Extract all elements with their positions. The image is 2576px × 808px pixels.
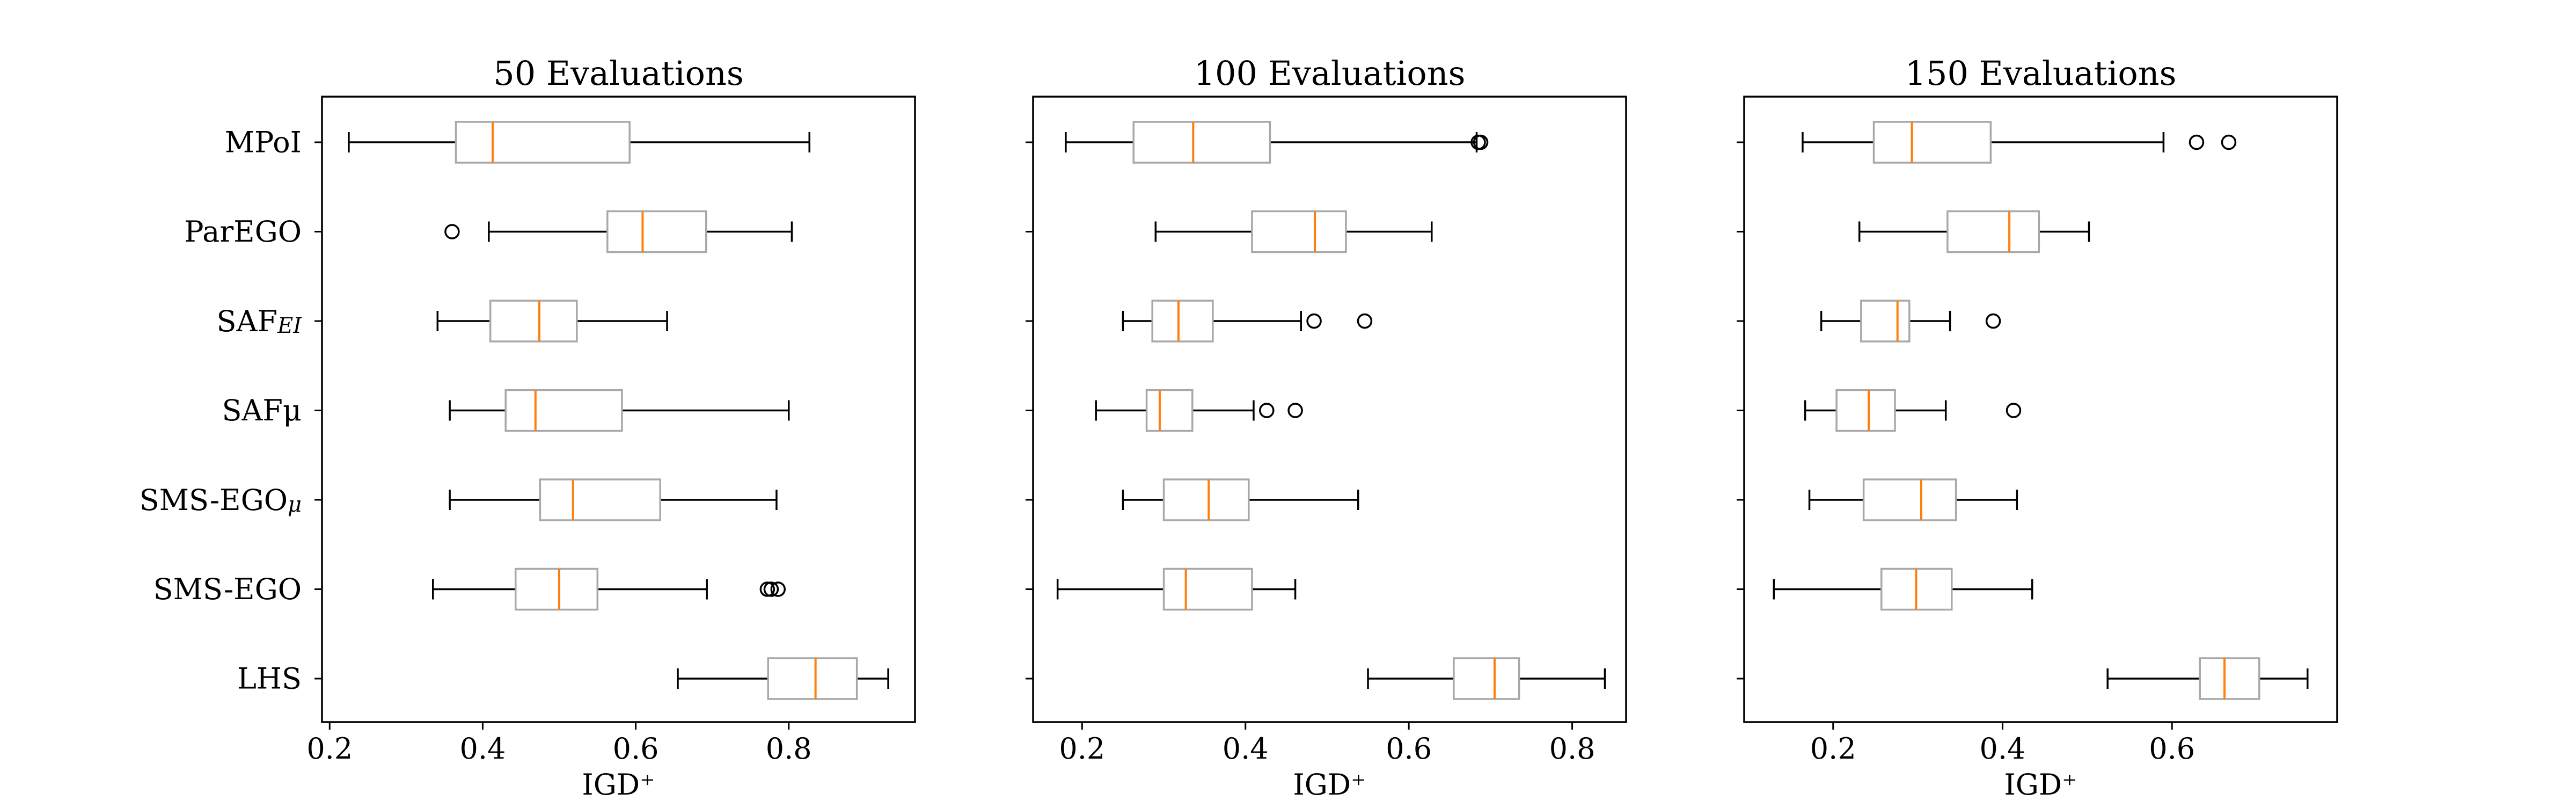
box — [1872, 121, 1992, 164]
x-tick-label: 0.8 — [1549, 732, 1596, 766]
panel-3: 150 Evaluations 0.2 0.4 0.6 IGD⁺ — [1737, 54, 2338, 802]
box-row — [436, 300, 668, 343]
x-tick-label: 0.2 — [306, 732, 353, 766]
panel-1: 50 Evaluations MPoI ParEGO SAFEI SAFμ SMS-EGO… — [140, 54, 916, 802]
x-tick-label: 0.2 — [1810, 732, 1856, 766]
box — [1453, 657, 1520, 700]
box — [1151, 300, 1214, 343]
x-tick-label: 0.4 — [459, 732, 506, 766]
box-row — [2106, 657, 2309, 700]
category-label: MPoI — [225, 126, 302, 159]
x-tick-label: 0.2 — [1059, 732, 1105, 766]
box — [606, 210, 707, 253]
category-label: ParEGO — [184, 215, 302, 249]
box — [539, 478, 661, 521]
x-tick-label: 0.6 — [2149, 732, 2195, 766]
box-row — [449, 389, 790, 432]
box-row — [1122, 300, 1373, 343]
box — [1145, 389, 1194, 432]
box-row — [1808, 478, 2018, 521]
box-row — [1122, 478, 1359, 521]
box — [1162, 567, 1253, 611]
box-row — [1095, 389, 1303, 432]
x-axis-label: IGD⁺ — [2004, 768, 2077, 802]
box-row — [1773, 567, 2033, 611]
box — [767, 657, 858, 700]
x-axis-label: IGD⁺ — [1293, 768, 1366, 802]
x-tick-label: 0.6 — [613, 732, 659, 766]
box-row — [431, 567, 786, 611]
box-row — [1802, 121, 2237, 164]
outlier-point — [1473, 134, 1489, 150]
category-label: SAFμ — [222, 394, 302, 427]
outlier-point — [2221, 134, 2237, 150]
outlier-point — [1287, 403, 1303, 418]
box — [489, 300, 578, 343]
box — [1132, 121, 1271, 164]
outlier-point — [2006, 403, 2022, 418]
axes-frame — [1032, 96, 1627, 723]
box-row — [677, 657, 889, 700]
box-row — [348, 121, 810, 164]
box-row — [1154, 210, 1433, 253]
x-tick-label: 0.6 — [1386, 732, 1432, 766]
outlier-point — [1985, 313, 2001, 329]
x-axis-label: IGD⁺ — [582, 768, 655, 802]
x-tick-label: 0.8 — [766, 732, 812, 766]
outlier-point — [2189, 134, 2205, 150]
x-tick-label: 0.4 — [1223, 732, 1269, 766]
box — [2199, 657, 2260, 700]
box — [1835, 389, 1896, 432]
category-label: SAFEI — [217, 304, 303, 338]
box-row — [449, 478, 778, 521]
panel-title: 150 Evaluations — [1905, 54, 2177, 93]
outlier-point — [444, 224, 460, 239]
box — [514, 567, 599, 611]
box-row — [1804, 389, 2022, 432]
panel-2: 100 Evaluations 0.2 0.4 0.6 0.8 IGD⁺ — [1026, 54, 1627, 802]
outlier-point — [1259, 403, 1275, 418]
axes-frame — [321, 96, 916, 723]
outlier-point — [770, 581, 786, 597]
category-label: LHS — [237, 662, 302, 696]
panel-title: 50 Evaluations — [493, 54, 743, 93]
box-row — [1065, 121, 1489, 164]
category-label: SMS-EGOμ — [140, 483, 302, 517]
box — [1946, 210, 2040, 253]
box — [1860, 300, 1911, 343]
box-row — [1367, 657, 1606, 700]
box-row — [1858, 210, 2090, 253]
outlier-point — [759, 581, 775, 597]
box-row — [1056, 567, 1297, 611]
box — [1251, 210, 1347, 253]
category-label: SMS-EGO — [153, 572, 302, 606]
axes-frame — [1743, 96, 2338, 723]
x-tick-label: 0.4 — [1980, 732, 2026, 766]
box-row — [1820, 300, 2001, 343]
box — [1862, 478, 1957, 521]
outlier-point — [1357, 313, 1373, 329]
box — [504, 389, 623, 432]
box-row — [444, 210, 793, 253]
panel-title: 100 Evaluations — [1194, 54, 1466, 93]
outlier-point — [763, 581, 779, 597]
outlier-point — [1306, 313, 1322, 329]
box — [455, 121, 631, 164]
box — [1162, 478, 1250, 521]
